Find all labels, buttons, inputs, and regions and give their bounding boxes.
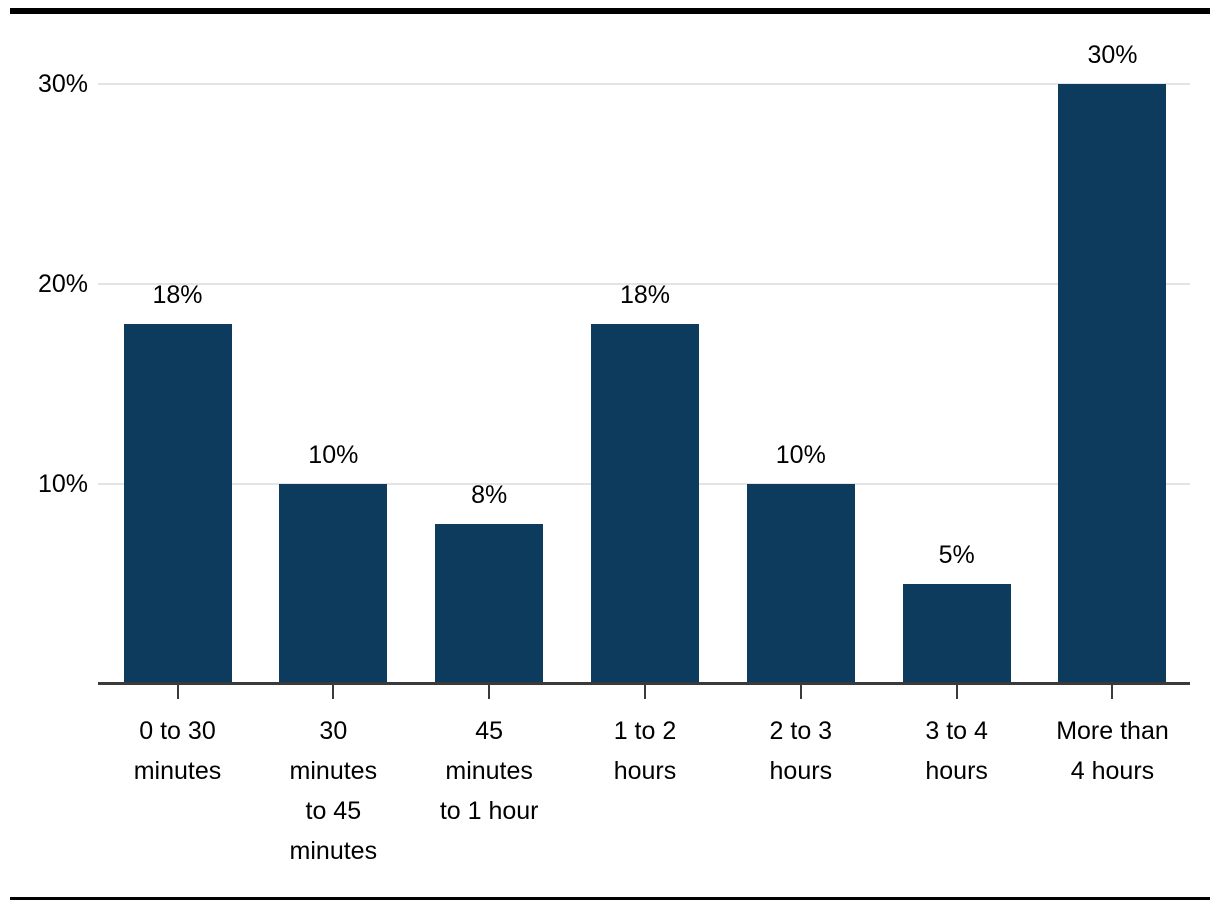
x-axis-category-label: 1 to 2 hours: [613, 717, 677, 785]
bottom-border-rule: [10, 897, 1210, 900]
bar-1: [279, 484, 388, 684]
x-axis-category-label: 2 to 3 hours: [769, 717, 833, 785]
x-axis-tick: [1111, 685, 1114, 699]
top-border-rule: [10, 8, 1210, 14]
x-axis-tick: [643, 685, 646, 699]
x-axis-tick: [799, 685, 802, 699]
bar-value-label: 30%: [1087, 41, 1138, 69]
gridline-20: [98, 283, 1190, 285]
bar-6: [1058, 84, 1167, 684]
x-axis-line: [98, 682, 1190, 685]
bar-value-label: 10%: [775, 441, 826, 469]
bar-value-label: 8%: [471, 481, 508, 509]
x-axis-category-label: 30 minutes to 45 minutes: [289, 717, 378, 865]
bar-value-label: 10%: [308, 441, 359, 469]
x-axis-category-label: 3 to 4 hours: [925, 717, 988, 785]
bar-value-label: 18%: [619, 281, 670, 309]
x-axis-tick: [176, 685, 179, 699]
bar-3: [590, 324, 699, 684]
bar-2: [435, 524, 544, 684]
bar-0: [123, 324, 232, 684]
y-axis-tick-label: 30%: [37, 70, 88, 98]
bar-4: [746, 484, 855, 684]
bar-5: [902, 584, 1011, 684]
bar-value-label: 5%: [938, 541, 975, 569]
gridline-30: [98, 83, 1190, 85]
x-axis-tick: [488, 685, 491, 699]
bar-value-label: 18%: [152, 281, 203, 309]
x-axis-tick: [955, 685, 958, 699]
x-axis-tick: [332, 685, 335, 699]
x-axis-category-label: 0 to 30 minutes: [133, 717, 222, 785]
y-axis-tick-label: 10%: [37, 470, 88, 498]
x-axis-category-label: 45 minutes to 1 hour: [439, 717, 539, 825]
y-axis-tick-label: 20%: [37, 270, 88, 298]
x-axis-category-label: More than 4 hours: [1056, 717, 1169, 785]
